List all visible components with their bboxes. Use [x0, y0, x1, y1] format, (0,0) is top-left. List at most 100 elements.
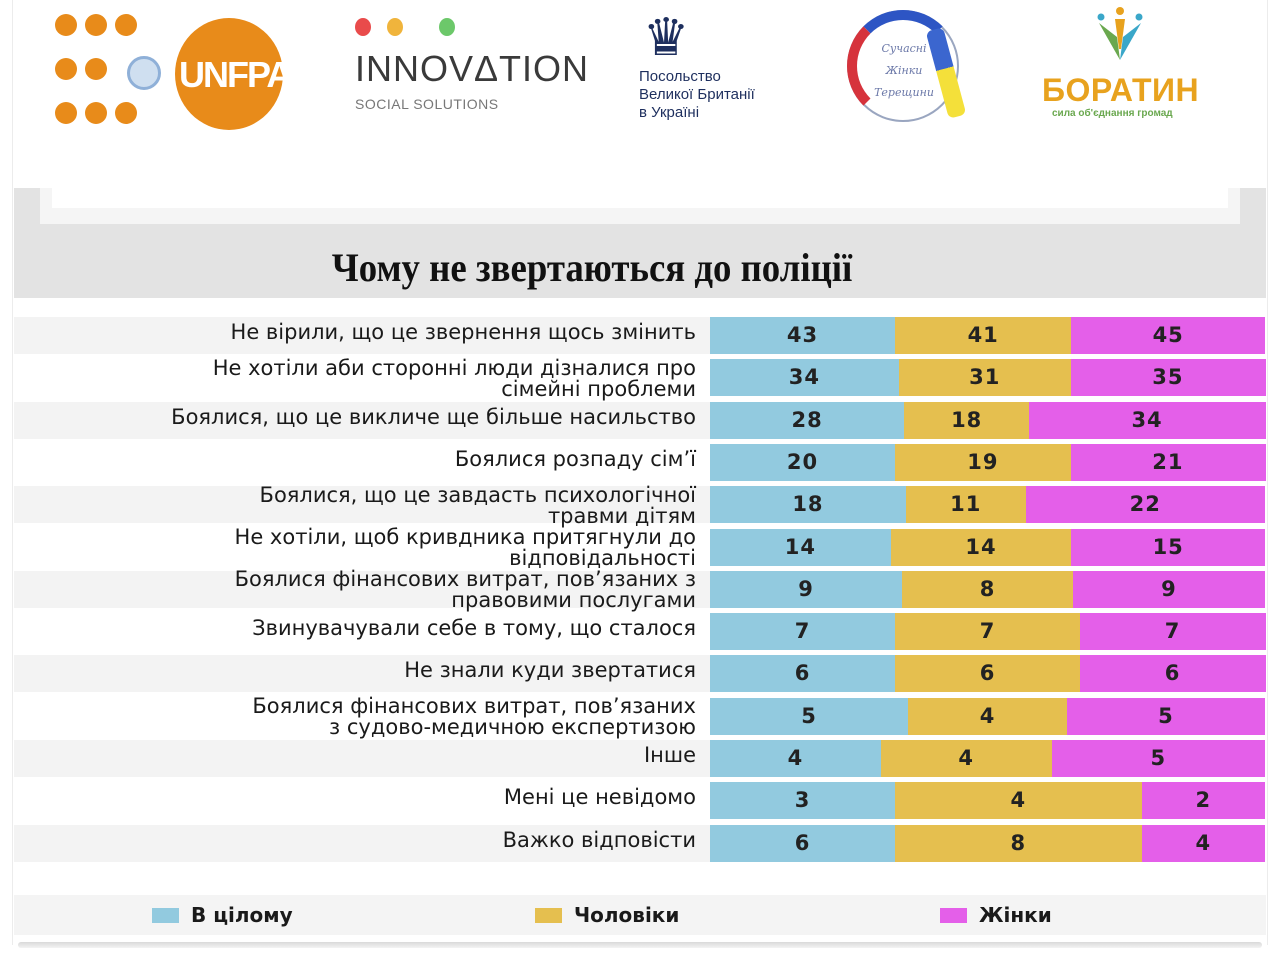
boratyn-subtitle: сила об'єднання громад	[1052, 108, 1173, 119]
logo-dot	[55, 14, 77, 36]
bar-segment	[902, 570, 1074, 608]
data-label: 7	[979, 619, 996, 644]
data-label: 8	[1010, 830, 1027, 855]
row-background	[14, 570, 710, 608]
category-label: Боялися фінансових витрат, пов’язаних з …	[252, 694, 696, 740]
data-label: 11	[950, 492, 982, 517]
data-label: 19	[967, 449, 999, 474]
bar-segment	[710, 486, 907, 524]
royal-crest-icon: ♛	[642, 8, 690, 68]
legend-label: Чоловіки	[574, 903, 680, 927]
data-label: 3	[794, 788, 811, 813]
logo-dot	[85, 58, 107, 80]
data-label: 6	[794, 661, 811, 686]
row-background	[14, 697, 710, 735]
unfpa-logo: UNFPA	[55, 10, 292, 130]
bar-segment	[898, 359, 1072, 397]
bar-segment	[710, 824, 896, 862]
bar-segment	[710, 528, 892, 566]
bar-segment	[895, 655, 1081, 693]
bar-segment	[1080, 613, 1266, 651]
category-label: Боялися, що це завдасть психологічної тр…	[259, 482, 696, 528]
bar-segment	[1070, 359, 1266, 397]
bar-segment	[895, 782, 1143, 820]
wreath-text: Сучасні Жінки Терещини	[874, 42, 934, 99]
data-label: 21	[1152, 449, 1184, 474]
legend-swatch-overall	[152, 907, 179, 923]
boratyn-logo: БОРАТИН сила об'єднання громад	[1040, 0, 1200, 125]
bar-segment	[1025, 486, 1266, 524]
logo-dot	[115, 14, 137, 36]
uk-embassy-logo: ♛ Посольство Великої Британії в Україні	[636, 8, 776, 128]
category-label: Важко відповісти	[502, 827, 696, 852]
data-label: 14	[965, 534, 997, 559]
data-label: 9	[1161, 576, 1177, 601]
data-label: 20	[786, 449, 819, 474]
innovation-logo: INNOVΔTION SOCIAL SOLUTIONS	[355, 18, 588, 118]
bar-segment	[710, 401, 905, 439]
bar-segment	[904, 401, 1030, 439]
data-label: 28	[791, 407, 823, 432]
logo-dot	[55, 102, 77, 124]
category-label: Боялися фінансових витрат, пов’язаних з …	[234, 567, 696, 613]
data-label: 15	[1152, 534, 1184, 559]
data-label: 41	[967, 323, 999, 347]
bar-segment	[1071, 317, 1266, 354]
data-label: 6	[1164, 661, 1181, 686]
data-label: 35	[1152, 365, 1184, 390]
bar-segment	[710, 697, 909, 735]
data-label: 18	[792, 492, 824, 517]
bar-segment	[710, 655, 896, 693]
category-label: Не хотіли аби сторонні люди дізналися пр…	[212, 355, 696, 401]
bar-segment	[908, 697, 1068, 735]
logo-dot	[115, 102, 137, 124]
legend-swatch-men	[535, 907, 562, 923]
innovation-dot-yellow	[387, 18, 403, 36]
bar-segment	[1071, 528, 1266, 566]
category-label: Мені це невідомо	[503, 785, 696, 810]
data-label: 34	[1131, 407, 1163, 432]
bar-segment	[710, 317, 896, 354]
unfpa-wordmark: UNFPA	[179, 54, 292, 95]
data-label: 43	[786, 323, 819, 347]
row-background	[14, 486, 710, 524]
row-background	[14, 740, 710, 777]
category-label: Звинувачували себе в тому, що сталося	[252, 616, 696, 641]
category-label: Не знали куди звертатися	[404, 658, 696, 683]
data-label: 34	[788, 365, 820, 390]
bar-segment	[1070, 443, 1266, 481]
page-frame-right	[1267, 0, 1268, 945]
category-label: Боялися розпаду сім’ї	[454, 446, 696, 471]
data-label: 45	[1152, 323, 1184, 347]
category-label: Не хотіли, щоб кривдника притягнули до в…	[234, 525, 696, 570]
legend	[14, 895, 1266, 935]
category-label: Інше	[643, 743, 696, 767]
legend-label: В цілому	[191, 903, 293, 927]
bar-segment	[710, 359, 900, 397]
data-label: 5	[1150, 746, 1167, 770]
embassy-text: Посольство Великої Британії в Україні	[639, 68, 755, 121]
bar-segment	[895, 824, 1143, 862]
innovation-dot-green	[439, 18, 455, 36]
bar-segment	[1051, 740, 1266, 777]
bar-segment	[1072, 570, 1266, 608]
chart-title: Чому не звертаються до поліції	[331, 245, 853, 290]
bar-segment	[1141, 782, 1266, 820]
bar-segment	[710, 740, 882, 777]
page-bottom-shadow	[18, 942, 1262, 948]
bar-segment	[895, 317, 1072, 354]
row-background	[14, 824, 710, 862]
data-label: 8	[979, 576, 996, 601]
data-label: 4	[1195, 830, 1212, 855]
bar-segment	[895, 443, 1072, 481]
data-label: 2	[1195, 788, 1212, 813]
legend-item-women: Жінки	[940, 901, 1052, 929]
wreath-logo: Сучасні Жінки Терещини	[845, 8, 967, 130]
row-background	[14, 528, 710, 566]
row-background	[14, 782, 710, 820]
bar-segment	[1141, 824, 1266, 862]
data-label: 7	[1164, 619, 1181, 644]
bar-segment	[1066, 697, 1266, 735]
row-background	[14, 317, 710, 354]
logo-dot	[55, 58, 77, 80]
